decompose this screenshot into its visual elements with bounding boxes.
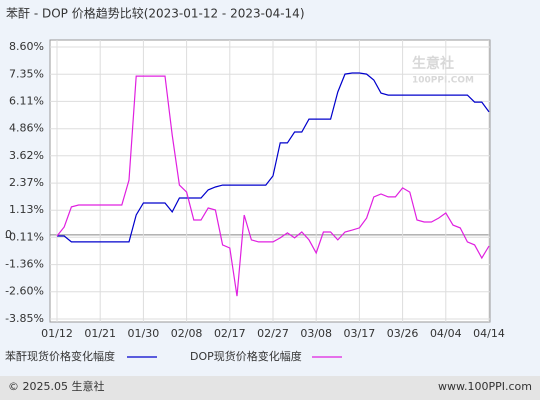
series-line (57, 72, 490, 243)
x-tick-label: 04/04 (430, 327, 462, 340)
y-tick-label: -2.60% (5, 285, 44, 298)
legend-label: DOP现货价格变化幅度 (190, 349, 302, 363)
y-tick-label: 3.62% (9, 149, 44, 162)
y-tick-label: 1.13% (9, 203, 44, 216)
y-tick-label: 2.37% (9, 176, 44, 189)
y-tick-label: 6.11% (9, 94, 44, 107)
series-line (56, 75, 490, 297)
chart-title: 苯酐 - DOP 价格趋势比较(2023-01-12 - 2023-04-14) (6, 6, 305, 21)
y-tick-label: -0.11% (5, 230, 44, 243)
x-tick-label: 02/08 (171, 327, 203, 340)
footer-bar (0, 376, 540, 400)
y-tick-label: 4.86% (9, 122, 44, 135)
x-tick-label: 01/30 (128, 327, 160, 340)
x-tick-label: 04/14 (473, 327, 505, 340)
watermark: 生意社 (412, 55, 454, 72)
plot-area (49, 39, 491, 323)
x-tick-label: 03/08 (300, 327, 332, 340)
x-tick-label: 01/12 (41, 327, 73, 340)
x-tick-label: 03/26 (387, 327, 419, 340)
x-tick-label: 02/27 (257, 327, 289, 340)
zero-label: 0 (5, 228, 12, 241)
y-tick-label: -1.36% (5, 258, 44, 271)
x-tick-label: 03/17 (344, 327, 376, 340)
watermark: 100PPI.COM (412, 76, 474, 86)
x-tick-label: 02/17 (214, 327, 246, 340)
y-tick-label: -3.85% (5, 312, 44, 325)
legend-label: 苯酐现货价格变化幅度 (5, 349, 115, 363)
y-tick-label: 8.60% (9, 40, 44, 53)
footer-left: © 2025.05 生意社 (8, 379, 104, 393)
x-tick-label: 01/21 (84, 327, 116, 340)
footer-right: www.100PPI.com (438, 380, 532, 393)
y-tick-label: 7.35% (9, 67, 44, 80)
